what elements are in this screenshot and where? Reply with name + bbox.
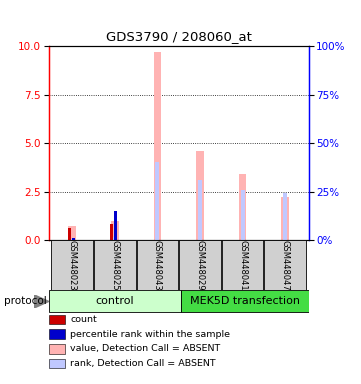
Bar <box>156 162 159 240</box>
Text: GSM448023: GSM448023 <box>68 240 77 290</box>
Text: GSM448025: GSM448025 <box>110 240 119 290</box>
Bar <box>136 240 178 290</box>
Bar <box>114 211 117 240</box>
Bar <box>281 197 289 240</box>
Bar <box>241 190 244 240</box>
Text: GSM448029: GSM448029 <box>196 240 204 290</box>
Bar <box>153 52 161 240</box>
Title: GDS3790 / 208060_at: GDS3790 / 208060_at <box>106 30 252 43</box>
Text: count: count <box>70 315 97 324</box>
Bar <box>68 227 76 240</box>
Bar <box>51 240 93 290</box>
Bar <box>71 238 74 240</box>
Bar <box>264 240 306 290</box>
Text: GSM448043: GSM448043 <box>153 240 162 290</box>
Text: value, Detection Call = ABSENT: value, Detection Call = ABSENT <box>70 344 221 353</box>
Text: protocol: protocol <box>4 296 46 306</box>
Text: GSM448047: GSM448047 <box>281 240 290 290</box>
Text: rank, Detection Call = ABSENT: rank, Detection Call = ABSENT <box>70 359 216 368</box>
Bar <box>196 151 204 240</box>
Bar <box>181 290 309 313</box>
Bar <box>239 174 247 240</box>
Bar <box>68 228 71 240</box>
Bar <box>111 220 119 240</box>
Text: GSM448041: GSM448041 <box>238 240 247 290</box>
Bar <box>49 290 181 313</box>
Bar <box>198 180 202 240</box>
Text: control: control <box>95 296 134 306</box>
Bar <box>113 237 117 240</box>
Text: percentile rank within the sample: percentile rank within the sample <box>70 330 230 339</box>
Text: MEK5D transfection: MEK5D transfection <box>190 296 300 306</box>
Bar <box>110 225 113 240</box>
Bar <box>283 194 287 240</box>
Bar <box>179 240 221 290</box>
Bar <box>70 239 74 240</box>
Polygon shape <box>34 295 49 308</box>
Bar <box>222 240 264 290</box>
Bar <box>94 240 136 290</box>
